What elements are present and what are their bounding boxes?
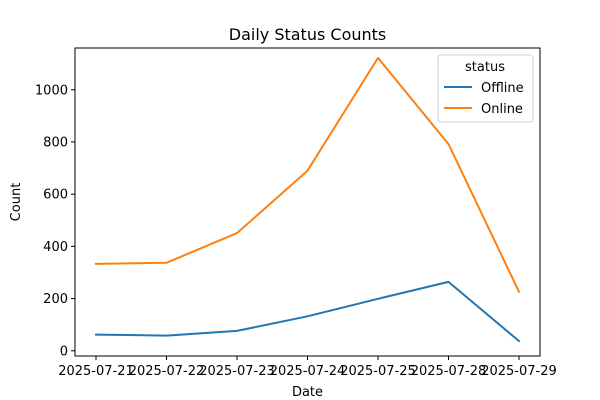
series-line-online xyxy=(94,56,521,294)
x-axis-label: Date xyxy=(292,385,323,400)
series-layer xyxy=(94,56,521,343)
chart-title: Daily Status Counts xyxy=(229,25,387,44)
legend-label-online: Online xyxy=(481,102,523,117)
y-tick-label: 1000 xyxy=(35,83,68,98)
x-tick-label: 2025-07-21 xyxy=(58,364,134,379)
legend-items: Offline Online xyxy=(444,81,524,117)
x-tick-label: 2025-07-22 xyxy=(129,364,205,379)
y-tick-label: 0 xyxy=(60,344,68,359)
series-line-offline xyxy=(94,280,521,343)
y-tick-label: 800 xyxy=(43,135,68,150)
legend-box xyxy=(437,54,534,123)
x-tick-label: 2025-07-29 xyxy=(481,364,557,379)
legend: status Offline Online xyxy=(437,54,534,123)
x-tick-label: 2025-07-24 xyxy=(270,364,346,379)
legend-label-offline: Offline xyxy=(481,81,524,96)
legend-title: status xyxy=(465,60,505,75)
x-tick-label: 2025-07-28 xyxy=(411,364,487,379)
y-tick-label: 400 xyxy=(43,240,68,255)
y-axis: 0 200 400 600 800 1000 xyxy=(35,83,75,359)
y-tick-label: 600 xyxy=(43,188,68,203)
x-tick-label: 2025-07-23 xyxy=(199,364,275,379)
x-axis: 2025-07-212025-07-222025-07-232025-07-24… xyxy=(58,356,557,379)
y-tick-label: 200 xyxy=(43,292,68,307)
y-axis-label: Count xyxy=(9,183,24,222)
x-tick-label: 2025-07-25 xyxy=(340,364,416,379)
